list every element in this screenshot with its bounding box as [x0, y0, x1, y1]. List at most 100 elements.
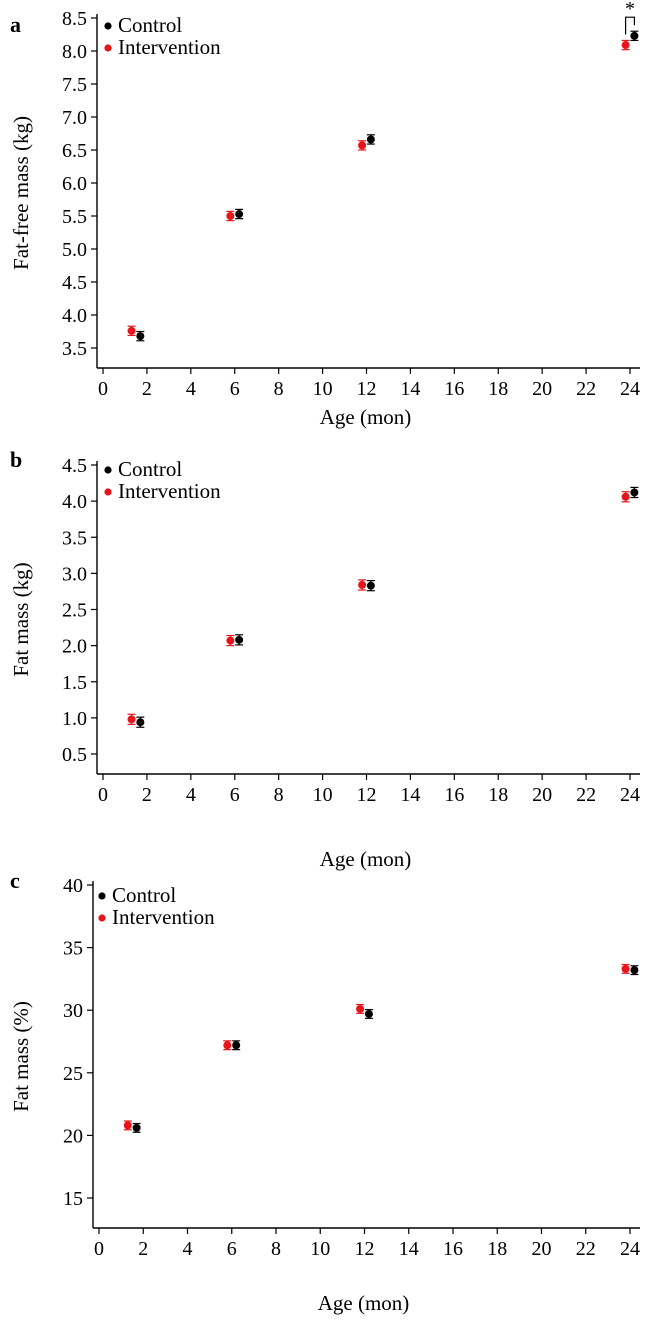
y-axis-title: Fat mass (%)	[9, 1001, 33, 1112]
x-tick-label: 2	[142, 378, 152, 400]
data-point	[630, 488, 639, 497]
y-tick-label: 4.0	[62, 305, 87, 327]
legend-marker	[104, 466, 112, 474]
panel-letter: b	[10, 447, 22, 472]
x-tick-label: 12	[355, 1238, 375, 1260]
legend-marker	[104, 44, 112, 52]
x-tick-label: 10	[310, 1238, 330, 1260]
y-tick-label: 35	[63, 938, 83, 960]
legend-label: Control	[118, 457, 182, 481]
x-tick-label: 22	[576, 378, 596, 400]
data-point	[358, 141, 367, 150]
y-tick-label: 2.0	[62, 636, 87, 658]
y-tick-label: 20	[63, 1125, 83, 1147]
y-axis-title: Fat mass (kg)	[9, 562, 33, 676]
y-tick-label: 0.5	[62, 744, 87, 766]
data-point	[621, 964, 630, 973]
y-tick-label: 8.5	[62, 8, 87, 30]
x-tick-label: 20	[532, 1238, 552, 1260]
legend-label: Control	[112, 883, 176, 907]
data-point	[235, 635, 244, 644]
x-tick-label: 12	[357, 784, 377, 806]
y-tick-label: 3.0	[62, 563, 87, 585]
x-tick-label: 0	[98, 378, 108, 400]
x-tick-label: 18	[487, 1238, 507, 1260]
x-tick-label: 16	[444, 784, 464, 806]
data-point	[630, 966, 639, 975]
y-tick-label: 4.5	[62, 455, 87, 477]
y-tick-label: 30	[63, 1000, 83, 1022]
x-tick-label: 6	[227, 1238, 237, 1260]
y-tick-label: 15	[63, 1188, 83, 1210]
data-point	[223, 1041, 232, 1050]
y-tick-label: 5.5	[62, 206, 87, 228]
data-point	[232, 1041, 241, 1050]
x-tick-label: 22	[576, 1238, 596, 1260]
x-axis-title: Age (mon)	[320, 405, 412, 429]
x-tick-label: 0	[98, 784, 108, 806]
x-tick-label: 10	[313, 378, 333, 400]
y-tick-label: 8.0	[62, 41, 87, 63]
data-point	[366, 135, 375, 144]
data-point	[356, 1004, 365, 1013]
y-tick-label: 7.5	[62, 74, 87, 96]
x-tick-label: 20	[532, 784, 552, 806]
significance-label: *	[625, 0, 635, 20]
x-tick-label: 8	[271, 1238, 281, 1260]
x-tick-label: 24	[620, 784, 640, 806]
legend-label: Intervention	[118, 35, 221, 59]
x-tick-label: 14	[400, 378, 420, 400]
y-tick-label: 7.0	[62, 107, 87, 129]
data-point	[366, 581, 375, 590]
x-tick-label: 24	[620, 378, 640, 400]
x-tick-label: 2	[142, 784, 152, 806]
x-tick-label: 4	[183, 1238, 193, 1260]
x-tick-label: 16	[444, 378, 464, 400]
y-tick-label: 3.5	[62, 338, 87, 360]
y-tick-label: 1.5	[62, 672, 87, 694]
x-tick-label: 0	[94, 1238, 104, 1260]
legend-label: Intervention	[118, 479, 221, 503]
data-point	[123, 1121, 132, 1130]
data-point	[621, 492, 630, 501]
panel-letter: c	[10, 868, 20, 893]
x-axis-title: Age (mon)	[318, 1291, 410, 1315]
x-tick-label: 22	[576, 784, 596, 806]
x-tick-label: 8	[274, 378, 284, 400]
y-tick-label: 5.0	[62, 239, 87, 261]
x-tick-label: 4	[186, 378, 196, 400]
legend-marker	[98, 914, 106, 922]
x-tick-label: 4	[186, 784, 196, 806]
x-tick-label: 14	[399, 1238, 419, 1260]
data-point	[226, 636, 235, 645]
legend-label: Intervention	[112, 905, 215, 929]
x-tick-label: 18	[488, 784, 508, 806]
panel-b: 0.51.01.52.02.53.03.54.04.50 2 4 6 8 10 12 14 16…	[9, 447, 640, 871]
y-tick-label: 40	[63, 875, 83, 897]
legend-label: Control	[118, 13, 182, 37]
data-point	[136, 332, 145, 341]
legend-marker	[104, 488, 112, 496]
y-tick-label: 4.5	[62, 272, 87, 294]
data-point	[226, 212, 235, 220]
data-point	[136, 718, 145, 727]
data-point	[630, 31, 639, 40]
data-point	[621, 41, 630, 50]
y-tick-label: 6.0	[62, 173, 87, 195]
x-tick-label: 18	[488, 378, 508, 400]
x-tick-label: 10	[313, 784, 333, 806]
data-point	[235, 210, 244, 219]
y-tick-label: 3.5	[62, 527, 87, 549]
legend-marker	[98, 892, 106, 900]
panel-letter: a	[10, 12, 21, 37]
x-tick-label: 2	[138, 1238, 148, 1260]
data-point	[127, 326, 136, 335]
x-tick-label: 8	[274, 784, 284, 806]
data-point	[358, 580, 367, 589]
y-axis-title: Fat-free mass (kg)	[9, 116, 33, 270]
x-tick-label: 16	[443, 1238, 463, 1260]
data-point	[127, 715, 136, 724]
